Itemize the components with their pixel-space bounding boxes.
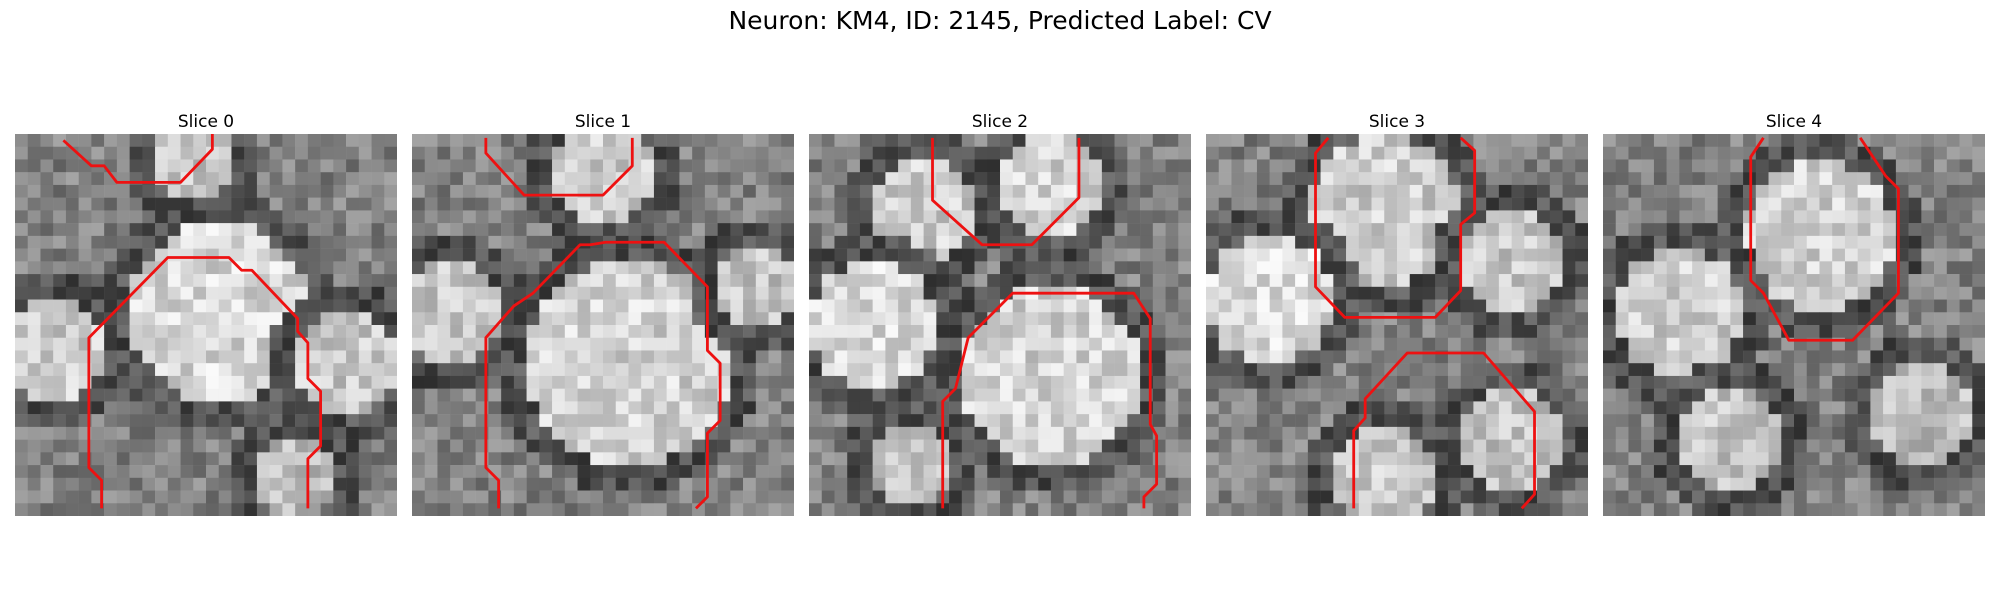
segmentation-contour [87,256,323,509]
segmentation-contour [931,137,1081,247]
segmentation-contour [1749,137,1900,342]
slice-title-1: Slice 1 [574,112,632,132]
slice-panel-3: Slice 3 [1206,110,1588,516]
slice-title-4: Slice 4 [1765,112,1823,132]
slice-panel-1: Slice 1 [412,110,794,516]
slice-image-3 [1206,134,1588,516]
segmentation-contour [941,291,1159,509]
slice-panel-0: Slice 0 [15,110,397,516]
slice-panel-2: Slice 2 [809,110,1191,516]
slice-image-1 [412,134,794,516]
slice-image-2 [809,134,1191,516]
segmentation-contour [1352,351,1536,510]
slice-title-3: Slice 3 [1368,112,1426,132]
segmentation-contour [484,240,722,510]
slice-panel-4: Slice 4 [1603,110,1985,516]
slice-title-2: Slice 2 [971,112,1029,132]
segmentation-contour [62,134,214,184]
slice-title-0: Slice 0 [177,112,235,132]
slice-image-4 [1603,134,1985,516]
figure-title: Neuron: KM4, ID: 2145, Predicted Label: … [728,6,1272,35]
segmentation-contour [1314,136,1477,319]
segmentation-contour [484,137,634,197]
slice-image-0 [15,134,397,516]
